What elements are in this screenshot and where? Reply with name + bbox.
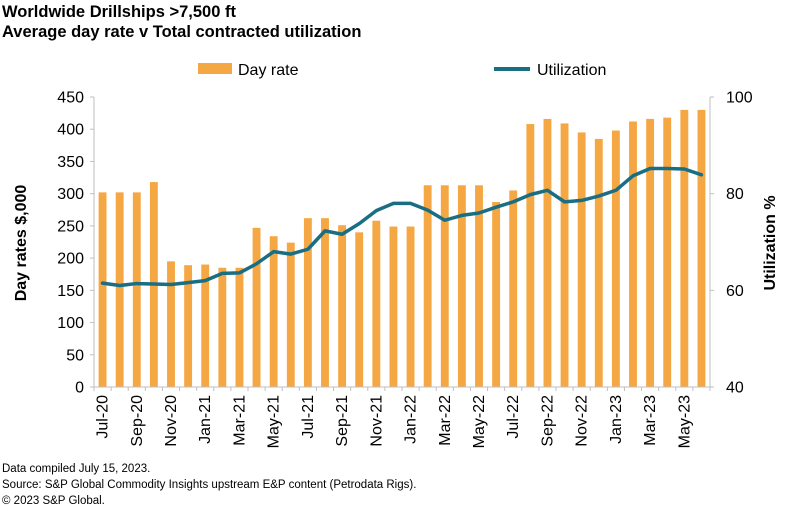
y-tick-label: 450 (57, 90, 84, 107)
chart-title: Worldwide Drillships >7,500 ft (2, 3, 236, 21)
bar-May-23 (680, 109, 689, 387)
y-tick-label: 150 (57, 283, 84, 300)
x-tick-label: Jul-20 (95, 395, 112, 439)
bar-Jan-23 (611, 130, 620, 387)
y-tick-label: 0 (75, 380, 84, 397)
bar-Nov-22 (577, 132, 586, 387)
bar-Nov-21 (372, 220, 381, 387)
legend-label-utilization: Utilization (537, 62, 606, 79)
bar-Apr-22 (457, 185, 466, 387)
footer-date-compiled: Data compiled July 15, 2023. (2, 463, 151, 475)
x-tick-label: Jul-21 (300, 395, 317, 439)
bar-Feb-23 (629, 121, 637, 388)
x-tick-label: Sep-22 (539, 395, 556, 447)
y-tick-label: 350 (57, 154, 84, 171)
bar-Mar-21 (235, 267, 244, 387)
bar-Oct-22 (560, 123, 569, 388)
x-tick-label: Nov-20 (163, 395, 180, 447)
line-series-utilization (100, 166, 704, 288)
x-tick-label: May-23 (676, 395, 693, 448)
x-tick-label: Sep-20 (129, 395, 146, 447)
y-tick-label: 300 (57, 186, 84, 203)
bar-Jul-20 (98, 192, 107, 387)
x-tick-label: Jan-23 (608, 395, 625, 444)
legend-label-day-rate: Day rate (238, 62, 299, 79)
axes: 0 50 100 150 200 250 300 350 400 450 40 60 80 100 Jul-… (57, 90, 753, 449)
bar-Sep-22 (543, 118, 552, 387)
bar-Aug-20 (115, 192, 124, 387)
x-tick-label: Jan-22 (403, 395, 420, 444)
bar-Jan-21 (201, 264, 210, 387)
bar-Jun-23 (697, 109, 706, 387)
bar-Nov-20 (167, 261, 175, 387)
legend-swatch-day-rate (198, 63, 232, 74)
x-tick-label: Nov-22 (574, 395, 591, 447)
bar-Jul-21 (303, 218, 312, 387)
bar-Jun-22 (492, 202, 501, 387)
y-axis-label-right: Utilization % (762, 195, 779, 290)
bar-Sep-20 (132, 192, 141, 387)
x-tick-label: Nov-21 (368, 395, 385, 447)
bar-Jul-22 (509, 190, 518, 387)
bar-Feb-21 (218, 267, 227, 387)
bar-Mar-23 (646, 118, 655, 387)
bar-Aug-21 (321, 218, 329, 387)
x-tick-label: Mar-21 (231, 395, 248, 446)
bar-Apr-23 (663, 117, 672, 388)
x-tick-label: Mar-22 (437, 395, 454, 446)
bar-Apr-21 (252, 227, 261, 387)
utilization-line (100, 166, 704, 288)
y2-tick-label: 60 (726, 283, 744, 300)
bar-Oct-21 (355, 232, 364, 387)
bar-Dec-20 (184, 265, 193, 387)
combo-chart: Day rate Utilization 0 50 100 150 200 250 300 3… (13, 62, 779, 449)
x-tick-label: May-22 (471, 395, 488, 448)
footer-copyright: © 2023 S&P Global. (2, 495, 105, 507)
bar-Dec-22 (594, 138, 603, 387)
y-tick-label: 200 (57, 251, 84, 268)
bar-Aug-22 (526, 124, 535, 387)
x-tick-label: Jul-22 (505, 395, 522, 439)
y2-tick-label: 100 (726, 90, 753, 107)
bar-Dec-21 (389, 226, 398, 387)
chart-subtitle: Average day rate v Total contracted util… (2, 23, 362, 41)
legend: Day rate Utilization (198, 62, 606, 79)
bar-Feb-22 (423, 185, 432, 387)
y-tick-label: 50 (66, 347, 84, 364)
bar-Jan-22 (406, 226, 415, 387)
x-tick-label: Mar-23 (642, 395, 659, 446)
bar-series-day-rate (98, 109, 706, 388)
bar-May-22 (475, 185, 483, 387)
y2-tick-label: 80 (726, 186, 744, 203)
x-tick-label: Jan-21 (197, 395, 214, 444)
y2-tick-label: 40 (726, 380, 744, 397)
y-tick-label: 400 (57, 122, 84, 139)
bar-Mar-22 (440, 185, 449, 387)
y-axis-label-left: Day rates $,000 (13, 185, 30, 302)
footer-source: Source: S&P Global Commodity Insights up… (2, 479, 417, 491)
bar-Jun-21 (286, 242, 295, 387)
bar-May-21 (269, 236, 278, 387)
y-tick-label: 250 (57, 218, 84, 235)
y-tick-label: 100 (57, 315, 84, 332)
x-tick-label: May-21 (266, 395, 283, 448)
x-tick-label: Sep-21 (334, 395, 351, 447)
bar-Sep-21 (338, 225, 347, 387)
